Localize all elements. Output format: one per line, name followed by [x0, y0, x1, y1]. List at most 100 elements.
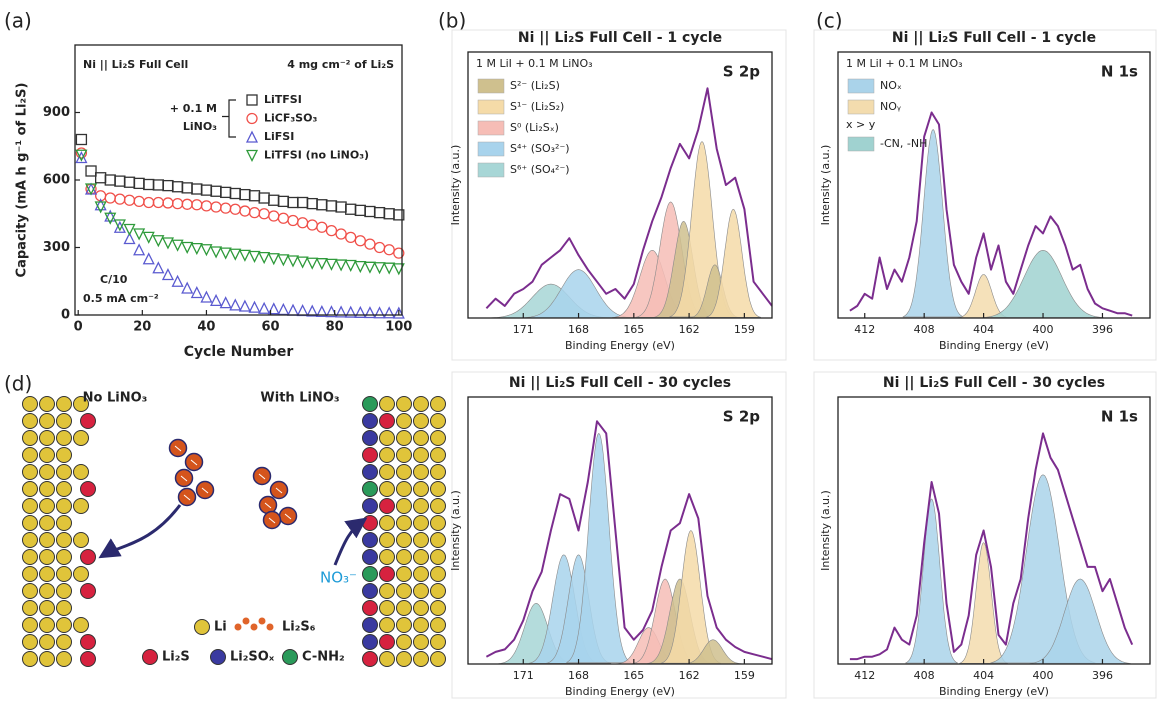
data-point — [114, 193, 126, 205]
fit-peak — [705, 208, 761, 318]
x-tick-label: 60 — [262, 320, 280, 335]
atom — [396, 634, 412, 650]
chain-atom — [250, 623, 258, 631]
data-point — [325, 305, 338, 318]
data-point — [277, 195, 290, 208]
legend-swatch — [847, 136, 875, 152]
data-point — [123, 232, 136, 245]
fit-peak — [902, 128, 964, 318]
atom — [39, 396, 55, 412]
x-tick-label: 404 — [973, 323, 994, 336]
data-point — [238, 299, 251, 312]
legend-label: S⁶⁺ (SO₄²⁻) — [510, 163, 570, 176]
chart-title: Ni || Li₂S Full Cell - 1 cycle — [518, 30, 722, 46]
polysulfide-bond — [183, 494, 191, 501]
data-point — [114, 175, 126, 187]
legend-swatch — [477, 99, 505, 115]
y-tick-label: 300 — [43, 240, 70, 255]
atom — [413, 481, 429, 497]
atom — [413, 413, 429, 429]
data-point — [171, 239, 184, 252]
x-tick-label: 165 — [623, 323, 644, 336]
data-point — [104, 174, 116, 186]
atom — [413, 532, 429, 548]
atom — [413, 651, 429, 667]
data-point — [171, 274, 184, 287]
chain-atom — [242, 617, 250, 625]
y-axis-title: Intensity (a.u.) — [819, 145, 832, 226]
atom — [80, 549, 96, 565]
anion-label: NO₃⁻ — [320, 569, 357, 587]
data-point — [133, 243, 146, 256]
atom — [396, 651, 412, 667]
atom — [379, 481, 395, 497]
data-point — [94, 201, 107, 214]
atom — [73, 430, 89, 446]
legend-label: LiTFSI (no LiNO₃) — [264, 149, 369, 162]
legend-bracket — [222, 99, 236, 138]
x-tick-label: 80 — [326, 320, 344, 335]
polysulfide-bond — [264, 502, 272, 509]
data-point — [133, 195, 145, 208]
data-point — [316, 221, 328, 233]
data-point — [296, 196, 309, 209]
atom — [73, 396, 89, 412]
peak-label: N 1s — [1101, 63, 1138, 81]
atom — [39, 634, 55, 650]
atom — [22, 532, 38, 548]
atom — [430, 549, 446, 565]
data-point — [286, 255, 300, 268]
atom — [39, 532, 55, 548]
chart-title: Ni || Li₂S Full Cell - 1 cycle — [892, 30, 1096, 46]
data-point — [123, 194, 136, 206]
data-point — [210, 201, 222, 213]
data-point — [75, 149, 88, 162]
atom — [56, 464, 72, 480]
data-point — [94, 172, 107, 184]
data-point — [161, 237, 175, 250]
data-point — [392, 263, 405, 276]
polysulfide-bond — [201, 487, 209, 494]
data-point — [363, 306, 376, 319]
data-point — [354, 260, 367, 274]
x-tick-label: 168 — [568, 669, 589, 682]
peak-label: S 2p — [723, 63, 760, 81]
panel-label: (c) — [816, 9, 843, 33]
data-point — [248, 300, 261, 313]
data-point — [123, 223, 136, 236]
subtitle: 1 M LiI + 0.1 M LiNO₃ — [846, 57, 963, 70]
x-tick-label: 100 — [385, 320, 412, 335]
legend-label: NOᵧ — [880, 100, 901, 113]
atom — [362, 617, 378, 633]
panel-label: (b) — [438, 9, 466, 33]
atom — [430, 396, 446, 412]
data-point — [143, 196, 155, 209]
data-point — [181, 182, 193, 194]
atom — [379, 549, 395, 565]
data-point — [181, 241, 194, 254]
data-point — [248, 206, 261, 219]
x-tick-label: 396 — [1092, 323, 1113, 336]
legend-label: S⁰ (Li₂Sₓ) — [510, 121, 559, 134]
x-tick-label: 396 — [1092, 669, 1113, 682]
legend-label: Li₂S₆ — [282, 620, 316, 635]
atom — [379, 396, 395, 412]
atom — [362, 634, 378, 650]
data-point — [354, 204, 366, 217]
atom — [413, 447, 429, 463]
x-tick-label: 159 — [734, 669, 755, 682]
data-point — [258, 192, 270, 204]
annotation: 4 mg cm⁻² of Li₂S — [287, 58, 394, 71]
data-point — [113, 219, 126, 232]
data-point — [210, 246, 223, 259]
left-title: No LiNO₃ — [83, 391, 148, 406]
data-point — [335, 305, 348, 318]
atom — [396, 413, 412, 429]
right-title: With LiNO₃ — [260, 391, 339, 406]
atom — [413, 600, 429, 616]
atom — [22, 549, 38, 565]
atom — [56, 447, 72, 463]
atom — [379, 566, 395, 582]
data-point — [373, 306, 386, 319]
atom — [39, 549, 55, 565]
